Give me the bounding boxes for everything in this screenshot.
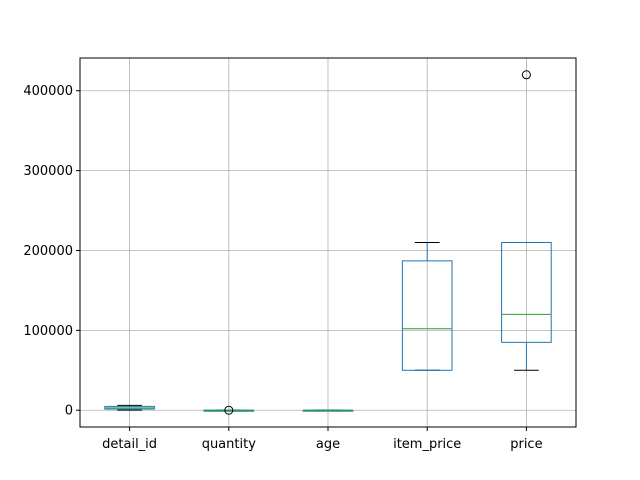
box-group-quantity bbox=[203, 405, 255, 415]
box-group-item-price bbox=[401, 242, 453, 371]
box-group-price bbox=[501, 70, 552, 371]
axis-layer: 0 100000 200000 300000 400000 detail_id quanti… bbox=[23, 84, 542, 452]
x-tick-label: detail_id bbox=[102, 437, 157, 452]
y-tick-label: 100000 bbox=[23, 324, 73, 339]
y-tick-label: 300000 bbox=[23, 164, 73, 179]
x-tick-label: item_price bbox=[393, 437, 461, 452]
box-group-age bbox=[302, 409, 354, 412]
box-group-detail-id bbox=[104, 404, 155, 411]
y-tick-label: 400000 bbox=[23, 84, 73, 99]
box bbox=[401, 260, 453, 371]
x-tick-label: age bbox=[316, 437, 340, 452]
y-tick-label: 0 bbox=[65, 404, 73, 419]
x-tick-label: price bbox=[510, 437, 542, 452]
box-layer bbox=[104, 70, 552, 415]
outlier-point bbox=[521, 70, 531, 80]
y-tick-label: 200000 bbox=[23, 244, 73, 259]
outlier-point bbox=[224, 405, 234, 415]
box bbox=[501, 242, 552, 343]
x-tick-label: quantity bbox=[202, 437, 257, 452]
